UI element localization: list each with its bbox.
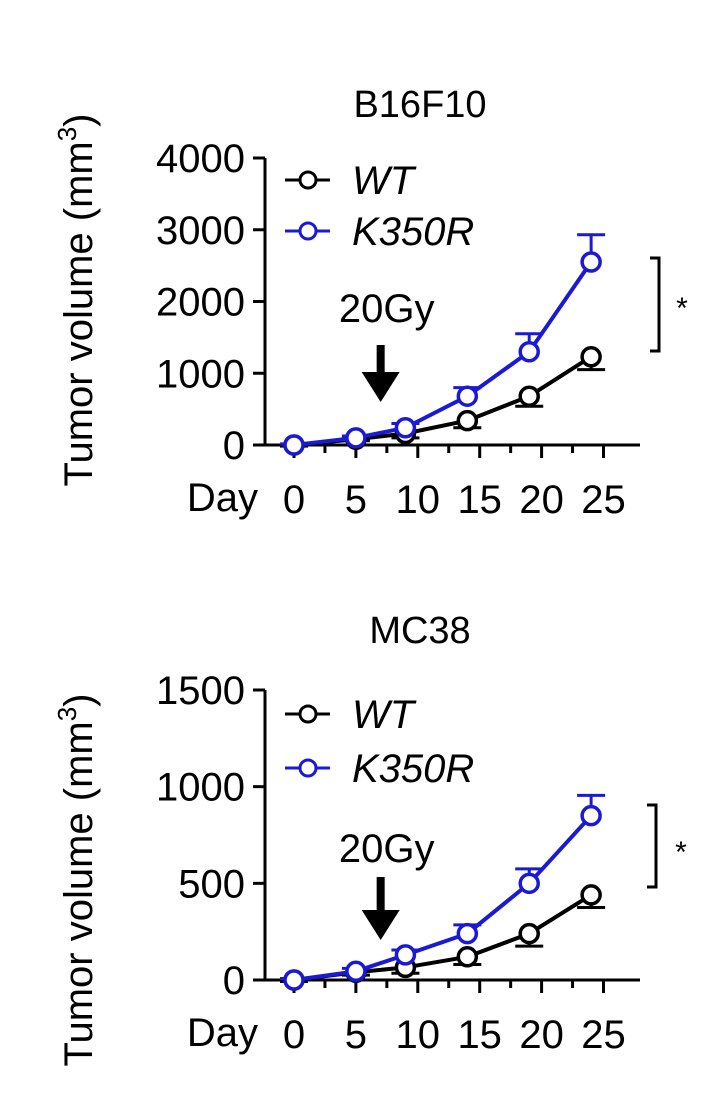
x-tick-label: 10 xyxy=(396,1013,441,1057)
data-point xyxy=(394,417,417,439)
y-axis-label: Tumor volume (mm3) xyxy=(52,113,101,486)
y-tick-label: 1500 xyxy=(156,669,245,713)
data-point xyxy=(345,427,367,449)
series-line xyxy=(293,355,593,447)
series-k350r xyxy=(280,793,606,991)
data-point xyxy=(456,946,479,968)
x-tick-label: 25 xyxy=(581,478,626,522)
chart-title: B16F10 xyxy=(353,84,486,126)
y-tick-label: 500 xyxy=(178,862,245,906)
x-tick-label: 0 xyxy=(283,478,305,522)
data-point xyxy=(283,969,305,991)
data-point xyxy=(456,385,479,407)
y-axis-label-superscript: 3 xyxy=(52,707,82,721)
data-point xyxy=(580,884,602,906)
chart-title: MC38 xyxy=(369,610,470,652)
x-tick-label: 5 xyxy=(345,478,367,522)
data-point xyxy=(518,872,540,895)
x-tick-label: 0 xyxy=(283,1013,305,1057)
arrow-head xyxy=(361,910,400,940)
series-wt xyxy=(280,345,606,456)
y-axis-label-main: Tumor volume (mm xyxy=(57,141,101,486)
irradiation-label: 20Gy xyxy=(339,827,435,871)
x-axis-label: Day xyxy=(187,476,258,520)
y-tick-label: 2000 xyxy=(156,281,245,325)
data-point xyxy=(518,385,540,407)
x-tick-label: 20 xyxy=(519,1013,564,1057)
y-axis-label-superscript: 3 xyxy=(52,127,82,141)
data-point xyxy=(394,944,417,966)
legend-label: WT xyxy=(352,159,417,203)
data-point xyxy=(456,409,479,432)
legend-marker xyxy=(298,704,318,724)
y-tick-label: 0 xyxy=(223,959,245,1003)
x-tick-label: 20 xyxy=(519,478,564,522)
y-tick-label: 1000 xyxy=(156,352,245,396)
data-point xyxy=(283,434,305,456)
legend-label: K350R xyxy=(352,747,474,791)
series-line xyxy=(293,893,593,982)
y-axis-label-close: ) xyxy=(57,693,101,706)
x-axis-label: Day xyxy=(187,1011,258,1055)
y-axis-label: Tumor volume (mm3) xyxy=(52,693,101,1066)
y-axis-label-close: ) xyxy=(57,113,101,126)
data-point xyxy=(580,345,602,368)
x-tick-label: 5 xyxy=(345,1013,367,1057)
y-tick-label: 3000 xyxy=(156,209,245,253)
data-point xyxy=(580,804,602,827)
legend-marker xyxy=(298,170,318,190)
y-tick-label: 0 xyxy=(223,424,245,468)
y-tick-label: 4000 xyxy=(156,137,245,181)
chart-b16f10: B16F10 Tumor volume (mm3) 0 1000 2000 3000 400… xyxy=(52,84,688,522)
x-tick-label: 15 xyxy=(457,478,502,522)
x-tick-label: 15 xyxy=(457,1013,502,1057)
arrow-head xyxy=(361,372,400,402)
legend-marker xyxy=(298,221,318,241)
x-tick-label: 25 xyxy=(581,1013,626,1057)
data-point xyxy=(580,251,602,273)
significance-label: * xyxy=(675,836,687,869)
irradiation-label: 20Gy xyxy=(339,287,435,331)
data-point xyxy=(345,960,367,983)
data-point xyxy=(456,922,479,945)
series-k350r xyxy=(280,233,606,456)
significance-bracket xyxy=(650,256,661,353)
y-tick-label: 1000 xyxy=(156,766,245,810)
x-tick-label: 10 xyxy=(396,478,441,522)
legend-marker xyxy=(298,758,318,778)
data-point xyxy=(518,922,540,945)
significance-label: * xyxy=(676,292,688,325)
significance-bracket xyxy=(647,803,658,889)
y-axis-label-main: Tumor volume (mm xyxy=(57,721,101,1066)
data-point xyxy=(518,340,540,363)
legend-label: WT xyxy=(352,693,417,737)
legend-label: K350R xyxy=(352,210,474,254)
